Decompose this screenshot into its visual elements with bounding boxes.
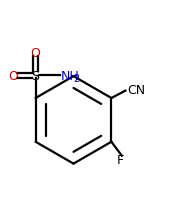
Text: S: S xyxy=(32,69,40,82)
Text: O: O xyxy=(31,47,41,60)
Text: NH: NH xyxy=(61,69,79,82)
Text: CN: CN xyxy=(127,83,145,96)
Text: O: O xyxy=(8,69,18,82)
Text: 2: 2 xyxy=(73,74,79,84)
Text: F: F xyxy=(117,153,124,166)
